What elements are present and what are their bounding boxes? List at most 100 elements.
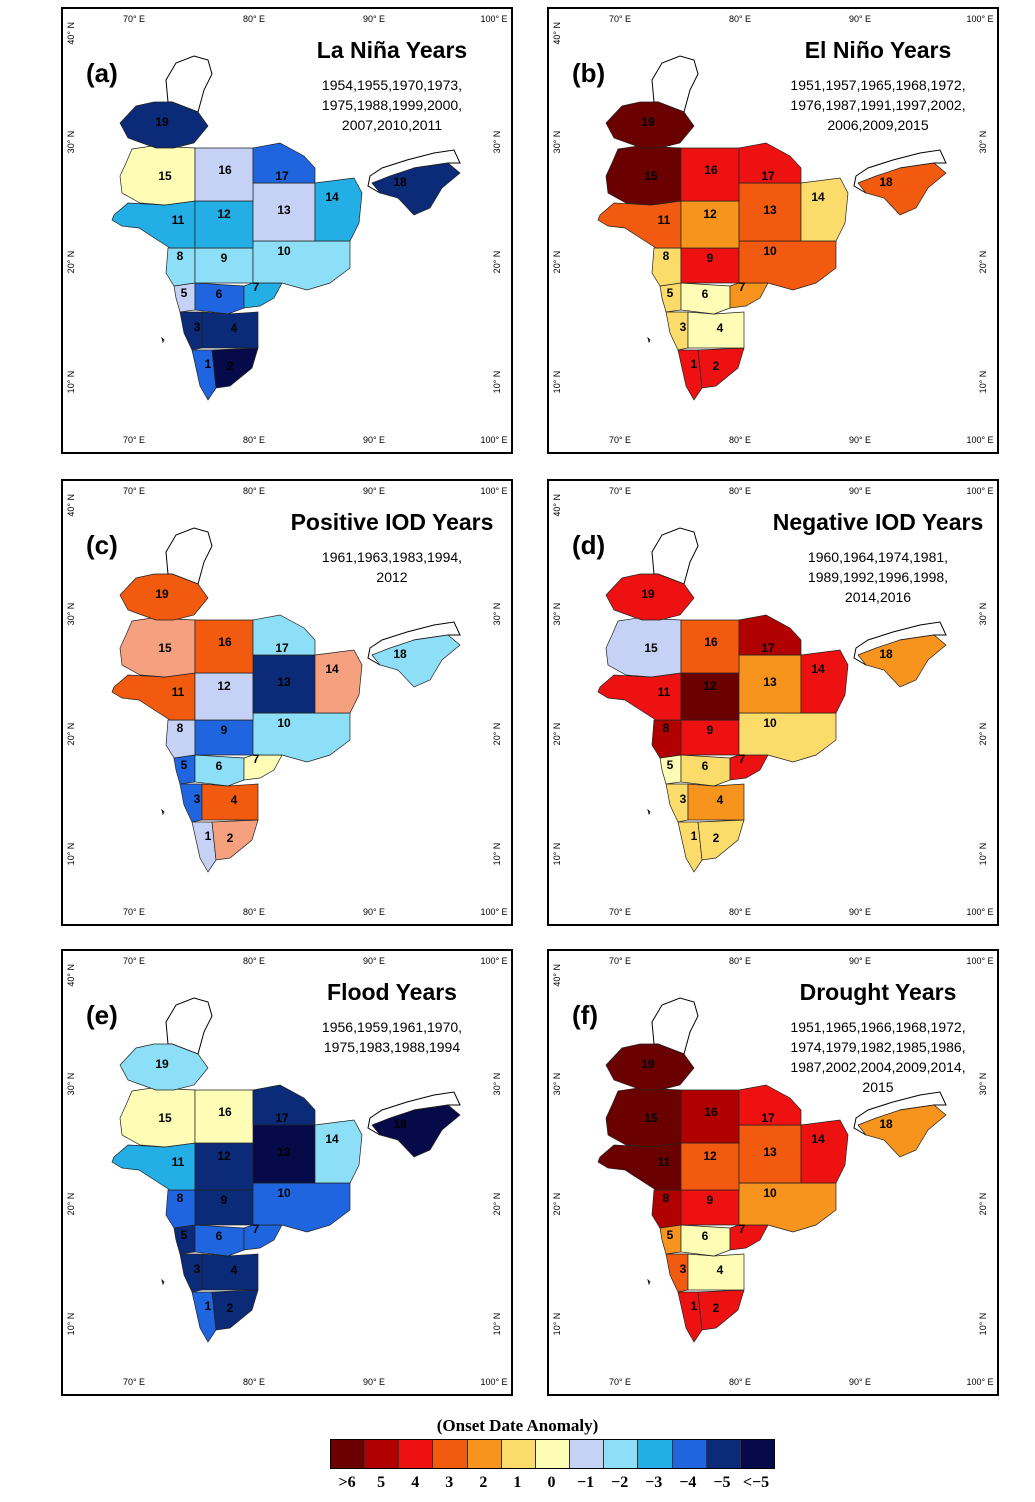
region-number-9: 9 xyxy=(707,723,714,737)
lon-tick-label: 90° E xyxy=(363,435,385,445)
region-number-18: 18 xyxy=(879,1117,893,1131)
region-number-13: 13 xyxy=(277,675,291,689)
region-number-14: 14 xyxy=(811,662,825,676)
region-number-5: 5 xyxy=(667,758,674,772)
lon-tick-label: 70° E xyxy=(123,956,145,966)
legend-swatch xyxy=(535,1440,571,1468)
region-16 xyxy=(680,147,740,202)
region-14 xyxy=(800,649,849,714)
region-number-16: 16 xyxy=(704,635,718,649)
region-number-15: 15 xyxy=(644,1111,658,1125)
region-number-10: 10 xyxy=(277,1186,291,1200)
region-2 xyxy=(697,1289,745,1331)
region-17 xyxy=(738,142,802,184)
region-number-11: 11 xyxy=(658,685,671,699)
region-10 xyxy=(252,240,351,291)
legend-swatch xyxy=(638,1440,673,1468)
region-10 xyxy=(738,1182,837,1233)
region-3 xyxy=(179,1253,203,1293)
year-list-line: 1960,1964,1974,1981, xyxy=(808,549,948,565)
map-frame xyxy=(61,479,513,926)
region-number-4: 4 xyxy=(231,321,238,335)
region-number-17: 17 xyxy=(275,169,289,183)
lon-tick-label: 70° E xyxy=(609,435,631,445)
lon-tick-label: 80° E xyxy=(729,14,751,24)
map-frame xyxy=(547,7,999,454)
region-number-17: 17 xyxy=(275,1111,289,1125)
region-number-7: 7 xyxy=(739,752,746,766)
legend-swatch xyxy=(501,1440,536,1468)
lon-tick-label: 100° E xyxy=(966,14,993,24)
region-number-8: 8 xyxy=(663,1191,670,1205)
region-number-2: 2 xyxy=(713,1301,720,1315)
legend-label: −4 xyxy=(679,1474,697,1491)
region-number-9: 9 xyxy=(707,251,714,265)
lat-tick-label: 30° N xyxy=(552,131,562,154)
lat-tick-label: 30° N xyxy=(66,131,76,154)
region-number-6: 6 xyxy=(702,1229,709,1243)
region-16 xyxy=(194,147,254,202)
region-10 xyxy=(252,1182,351,1233)
lat-tick-label: 10° N xyxy=(978,371,988,394)
region-17 xyxy=(252,1084,316,1126)
region-number-18: 18 xyxy=(393,175,407,189)
lon-tick-label: 70° E xyxy=(123,1377,145,1387)
region-7 xyxy=(729,1224,769,1251)
region-number-9: 9 xyxy=(221,251,228,265)
region-number-19: 19 xyxy=(641,587,655,601)
lat-tick-label: 30° N xyxy=(492,603,502,626)
region-number-11: 11 xyxy=(172,685,185,699)
region-17 xyxy=(738,1084,802,1126)
lon-tick-label: 100° E xyxy=(966,1377,993,1387)
region-number-2: 2 xyxy=(227,831,234,845)
region-number-6: 6 xyxy=(216,1229,223,1243)
panel-title: Drought Years xyxy=(800,979,957,1005)
region-number-18: 18 xyxy=(879,647,893,661)
region-18 xyxy=(371,162,461,216)
lat-tick-label: 20° N xyxy=(978,251,988,274)
region-16 xyxy=(194,1089,254,1144)
region-1 xyxy=(677,821,703,873)
lat-tick-label: 20° N xyxy=(66,1193,76,1216)
region-number-3: 3 xyxy=(194,320,201,334)
lon-tick-label: 100° E xyxy=(480,1377,507,1387)
region-number-1: 1 xyxy=(205,829,212,843)
region-number-11: 11 xyxy=(172,213,185,227)
region-3 xyxy=(665,1253,689,1293)
lon-tick-label: 80° E xyxy=(729,435,751,445)
region-1 xyxy=(191,821,217,873)
year-list-line: 1975,1988,1999,2000, xyxy=(322,97,462,113)
legend-swatch xyxy=(740,1440,775,1468)
region-16 xyxy=(680,1089,740,1144)
lat-tick-label: 10° N xyxy=(66,1313,76,1336)
region-number-3: 3 xyxy=(680,792,687,806)
region-number-16: 16 xyxy=(704,163,718,177)
region-2 xyxy=(211,347,259,389)
india-map: 70° E 70° E 80° E 80° E 90° E 90° E 100° E 100°… xyxy=(61,7,513,454)
region-number-6: 6 xyxy=(702,759,709,773)
lat-tick-label: 10° N xyxy=(978,1313,988,1336)
panel-label: (e) xyxy=(86,1000,118,1030)
region-16 xyxy=(680,619,740,674)
lon-tick-label: 90° E xyxy=(849,956,871,966)
india-map: 70° E 70° E 80° E 80° E 90° E 90° E 100° E 100°… xyxy=(61,949,513,1396)
lat-tick-label: 20° N xyxy=(552,251,562,274)
lat-tick-label: 40° N xyxy=(552,964,562,987)
region-3 xyxy=(179,311,203,351)
island-outline xyxy=(161,1278,165,1286)
region-number-3: 3 xyxy=(680,1262,687,1276)
region-number-19: 19 xyxy=(641,115,655,129)
region-19 xyxy=(119,101,209,149)
region-10 xyxy=(252,712,351,763)
region-number-12: 12 xyxy=(217,679,231,693)
lon-tick-label: 80° E xyxy=(729,486,751,496)
region-number-6: 6 xyxy=(216,287,223,301)
region-number-11: 11 xyxy=(658,1155,671,1169)
lon-tick-label: 100° E xyxy=(480,956,507,966)
region-number-12: 12 xyxy=(217,1149,231,1163)
region-number-10: 10 xyxy=(277,244,291,258)
region-number-8: 8 xyxy=(663,721,670,735)
region-14 xyxy=(800,1119,849,1184)
year-list-line: 1987,2002,2004,2009,2014, xyxy=(790,1059,965,1075)
lon-tick-label: 80° E xyxy=(243,435,265,445)
